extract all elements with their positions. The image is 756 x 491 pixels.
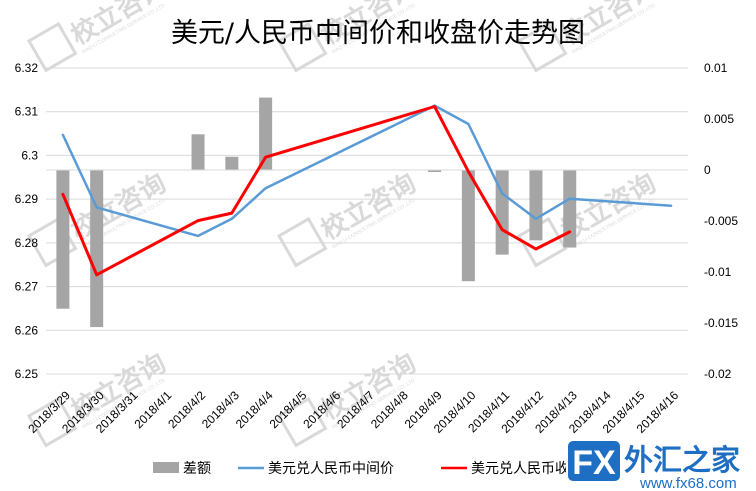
y-left-tick-label: 6.3 [21,148,38,162]
logo-name: 外汇之家 [624,443,740,477]
y-left-tick-label: 6.32 [15,61,39,75]
line-series [61,104,673,277]
logo-url: www.fx68.com [639,475,737,491]
logo-fx-text: FX [572,444,616,482]
watermark-logo-box [276,216,328,268]
y-right-tick-label: 0.005 [704,112,734,126]
bar-difference [56,170,70,309]
y-left-tick-label: 6.27 [15,280,39,294]
legend-label-close-price: 美元兑人民币收盘价 [471,460,597,477]
watermark-logo-box [516,21,568,73]
bar-difference [259,97,273,170]
bar-series-difference [56,97,577,328]
y-right-tick-label: 0 [704,163,711,177]
y-left-tick-label: 6.29 [15,192,39,206]
y-right-tick-label: -0.015 [704,316,738,330]
y-left-tick-label: 6.28 [15,236,39,250]
fx68-logo: FX 外汇之家 www.fx68.com [566,438,756,491]
watermark-logo-box [26,21,78,73]
y-right-tick-label: -0.005 [704,214,738,228]
bar-difference [563,170,577,248]
watermark-logo-box [276,21,328,73]
bar-difference [428,170,442,173]
bar-difference [495,170,509,255]
bar-difference [225,156,239,170]
y-left-tick-label: 6.25 [15,367,39,381]
logo-fx-badge [568,441,620,481]
legend-swatch-difference [153,462,179,473]
bar-difference [191,134,205,170]
legend-label-difference: 差额 [183,461,211,477]
y-axis-left: 6.25 6.26 6.27 6.28 6.29 6.3 6.31 6.32 [15,61,39,381]
y-right-tick-label: 0.01 [704,61,728,75]
y-right-tick-label: -0.02 [704,367,732,381]
y-axis-right: -0.02 -0.015 -0.01 -0.005 0 0.005 0.01 [704,61,738,381]
legend: 差额 美元兑人民币中间价 美元兑人民币收盘价 [153,460,597,477]
bar-difference [529,170,543,241]
line-close-price [61,105,572,277]
gridlines [46,67,688,375]
watermark-logo-box [276,396,328,448]
bar-difference [461,170,475,282]
chart-title: 美元/人民币中间价和收盘价走势图 [171,18,585,49]
y-right-tick-label: -0.01 [704,265,732,279]
bar-difference [90,170,104,328]
watermark-logo-box [26,396,78,448]
y-left-tick-label: 6.31 [15,105,39,119]
legend-label-mid-price: 美元兑人民币中间价 [268,461,394,477]
y-left-tick-label: 6.26 [15,323,39,337]
